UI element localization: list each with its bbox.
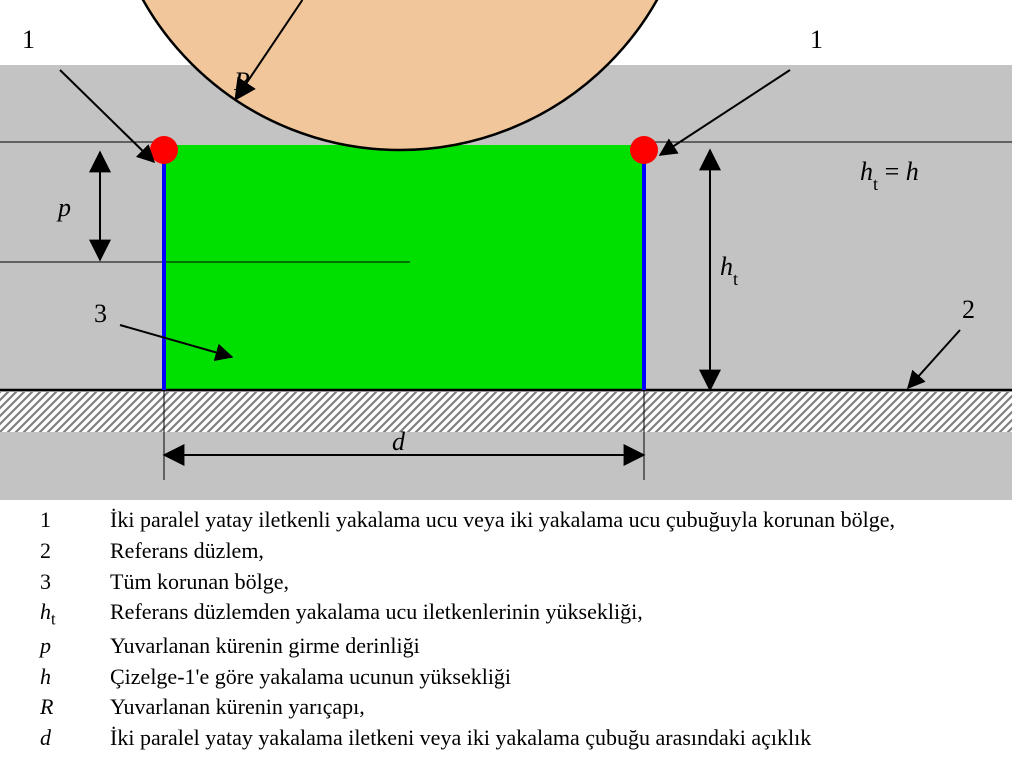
protected-zone	[164, 145, 644, 390]
legend-row: 1İki paralel yatay iletkenli yakalama uc…	[40, 505, 972, 536]
legend-row: dİki paralel yatay yakalama iletkeni vey…	[40, 723, 972, 754]
legend-text: Referans düzlemden yakalama ucu iletkenl…	[110, 597, 643, 628]
legend-text: Tüm korunan bölge,	[110, 567, 289, 598]
legend-key: 3	[40, 567, 110, 598]
legend-row: 2Referans düzlem,	[40, 536, 972, 567]
legend-row: pYuvarlanan kürenin girme derinliği	[40, 631, 972, 662]
label-R: R	[233, 67, 250, 96]
legend-text: Yuvarlanan kürenin girme derinliği	[110, 631, 420, 662]
legend-key: 2	[40, 536, 110, 567]
legend-text: İki paralel yatay iletkenli yakalama ucu…	[110, 505, 895, 536]
label-3: 3	[94, 299, 107, 328]
label-1-right: 1	[810, 25, 823, 54]
legend-key: R	[40, 692, 110, 723]
label-1-left: 1	[22, 25, 35, 54]
legend-row: RYuvarlanan kürenin yarıçapı,	[40, 692, 972, 723]
legend-key: ht	[40, 597, 110, 630]
legend-key: p	[40, 631, 110, 662]
legend-text: Yuvarlanan kürenin yarıçapı,	[110, 692, 365, 723]
air-terminal-tip-right	[630, 136, 658, 164]
legend-row: hÇizelge-1'e göre yakalama ucunun yüksek…	[40, 662, 972, 693]
lightning-protection-diagram: Rpdhtht = h1123	[0, 0, 1012, 500]
legend-text: Referans düzlem,	[110, 536, 264, 567]
legend-key: 1	[40, 505, 110, 536]
air-terminal-tip-left	[150, 136, 178, 164]
legend-text: Çizelge-1'e göre yakalama ucunun yüksekl…	[110, 662, 511, 693]
reference-plane-hatch	[0, 392, 1012, 432]
label-2: 2	[962, 295, 975, 324]
legend-key: h	[40, 662, 110, 693]
legend-text: İki paralel yatay yakalama iletkeni veya…	[110, 723, 811, 754]
label-p: p	[56, 193, 71, 222]
legend-row: htReferans düzlemden yakalama ucu iletke…	[40, 597, 972, 630]
legend-key: d	[40, 723, 110, 754]
legend-row: 3Tüm korunan bölge,	[40, 567, 972, 598]
label-d: d	[392, 427, 406, 456]
legend: 1İki paralel yatay iletkenli yakalama uc…	[40, 505, 972, 754]
